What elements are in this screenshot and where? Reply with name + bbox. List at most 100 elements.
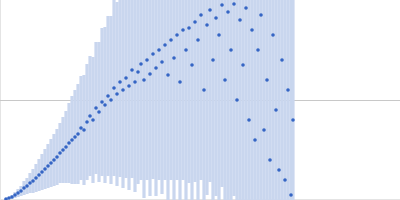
point <box>235 98 239 102</box>
error-bar <box>262 0 265 200</box>
point <box>85 120 89 124</box>
error-bar <box>274 0 277 200</box>
error-bar <box>244 0 247 200</box>
point <box>169 38 173 42</box>
error-bar <box>259 0 262 200</box>
error-bar <box>226 0 229 200</box>
point <box>178 80 182 84</box>
error-bar <box>91 57 94 183</box>
error-bar <box>214 0 217 196</box>
error-bar <box>103 27 106 183</box>
error-bar <box>229 0 232 200</box>
point <box>193 20 197 24</box>
error-bar <box>145 0 148 180</box>
error-bar <box>19 186 22 196</box>
point <box>106 94 110 98</box>
error-bar <box>64 111 67 183</box>
point <box>280 58 284 62</box>
error-bar <box>247 0 250 200</box>
error-bar <box>142 0 145 198</box>
error-bar <box>37 159 40 191</box>
point <box>34 176 38 180</box>
error-bar <box>241 0 244 200</box>
error-bar <box>130 0 133 178</box>
error-bar <box>211 0 214 200</box>
error-bar <box>193 0 196 182</box>
error-bar <box>22 181 25 195</box>
error-bar <box>277 0 280 200</box>
error-bar <box>34 164 37 192</box>
point <box>88 114 92 118</box>
point <box>16 191 20 195</box>
error-bar <box>291 0 294 200</box>
point <box>241 63 245 67</box>
point <box>70 138 74 142</box>
error-bar <box>148 0 151 196</box>
point <box>157 48 161 52</box>
point <box>151 52 155 56</box>
error-bar <box>79 76 82 180</box>
point <box>277 168 281 172</box>
error-bar <box>220 0 223 187</box>
point <box>262 128 266 132</box>
error-bar <box>238 0 241 200</box>
error-bar <box>283 0 286 200</box>
error-bar <box>178 0 181 200</box>
point <box>19 189 23 193</box>
error-bar <box>28 173 31 193</box>
point <box>214 16 218 20</box>
error-bar <box>166 0 169 200</box>
point <box>28 181 32 185</box>
error-bar <box>70 96 73 184</box>
point <box>265 78 269 82</box>
error-bar <box>187 0 190 183</box>
error-bar <box>250 0 253 200</box>
point <box>208 8 212 12</box>
error-bars <box>6 0 293 200</box>
error-bar <box>73 90 76 184</box>
error-bar <box>235 0 238 200</box>
point <box>271 33 275 37</box>
point <box>226 10 230 14</box>
plot-area <box>4 0 295 200</box>
point <box>112 86 116 90</box>
point <box>286 88 290 92</box>
error-bar <box>208 0 211 182</box>
point <box>247 118 251 122</box>
error-bar <box>190 0 193 200</box>
point <box>220 3 224 7</box>
point <box>130 68 134 72</box>
point <box>55 155 59 159</box>
error-bar <box>43 149 46 189</box>
error-bar <box>217 0 220 200</box>
points <box>4 2 295 200</box>
error-bar <box>25 178 28 194</box>
point <box>160 60 164 64</box>
error-bar <box>268 0 271 200</box>
error-bar <box>154 0 157 196</box>
x-axis <box>0 199 400 200</box>
point <box>139 62 143 66</box>
error-bar <box>118 0 121 177</box>
error-bar <box>151 0 154 179</box>
point <box>43 167 47 171</box>
point <box>166 73 170 77</box>
error-bar <box>196 0 199 200</box>
error-bar <box>49 139 52 187</box>
point <box>109 98 113 102</box>
point <box>118 80 122 84</box>
point <box>145 58 149 62</box>
point <box>124 76 128 80</box>
point <box>148 72 152 76</box>
point <box>31 179 35 183</box>
error-bar <box>13 192 16 198</box>
point <box>291 118 295 122</box>
point <box>67 141 71 145</box>
error-bar <box>121 0 124 188</box>
error-bar <box>46 144 49 188</box>
point <box>274 108 278 112</box>
error-bar <box>127 0 130 190</box>
point <box>58 151 62 155</box>
point <box>10 195 14 199</box>
error-bar <box>106 16 109 176</box>
